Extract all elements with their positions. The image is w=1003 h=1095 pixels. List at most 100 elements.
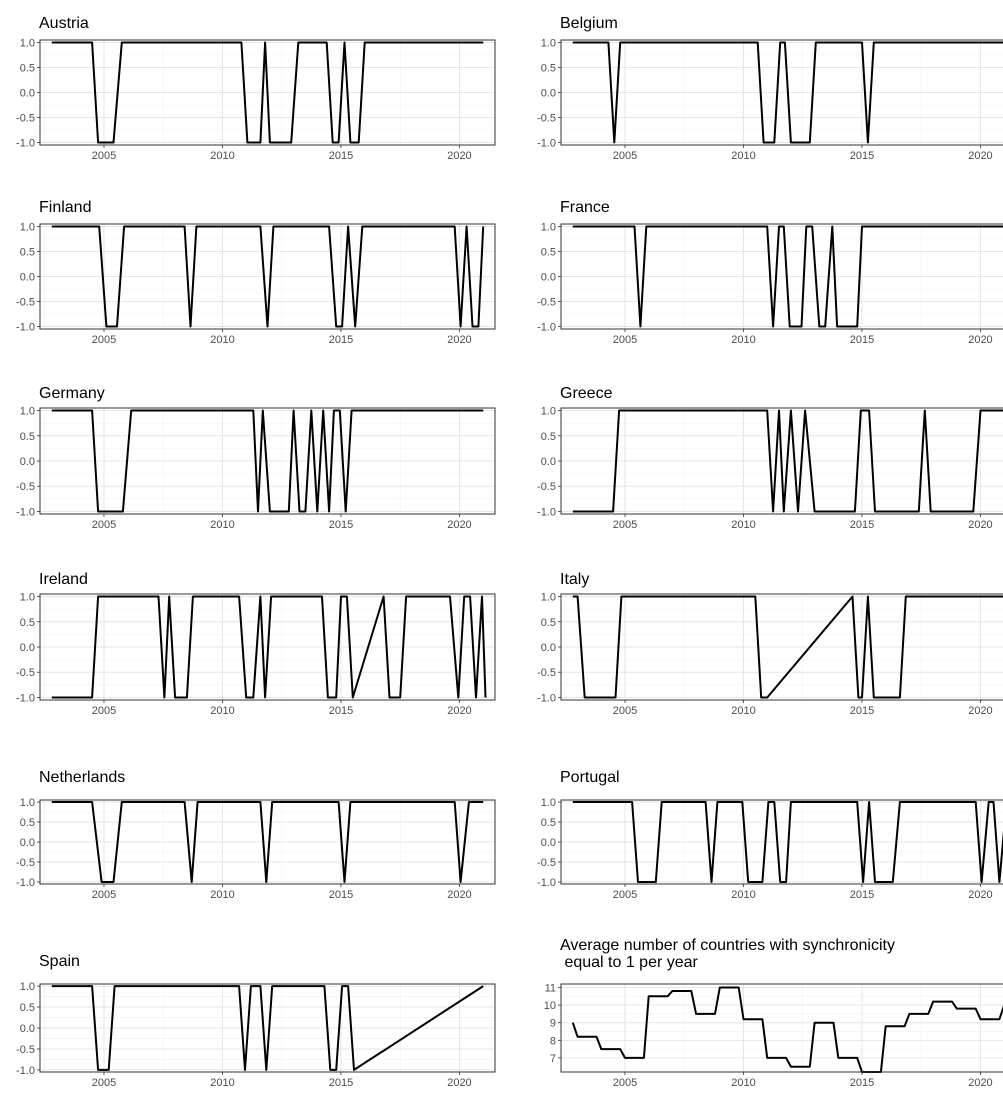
x-tick-label: 2005 (613, 519, 637, 531)
y-tick-label: -0.5 (537, 113, 556, 125)
panel-border (39, 223, 496, 330)
y-tick-label: 0.0 (20, 1023, 35, 1035)
x-tick-label: 2005 (92, 1077, 116, 1089)
panel-france: France 1.0 0.5 0.0 -0.5 -1.0 2005 2010 2015 2020 (537, 199, 1003, 346)
x-tick-label: 2020 (447, 889, 471, 901)
x-tick-label: 2005 (613, 334, 637, 346)
y-tick-label: 0.5 (541, 247, 556, 259)
chart-title: Belgium (560, 15, 618, 32)
y-tick-label: -0.5 (16, 857, 35, 869)
y-tick-label: 0.0 (20, 837, 35, 849)
series-line (572, 595, 1003, 699)
y-tick-label: 1.0 (541, 406, 556, 418)
panel-italy: Italy 1.0 0.5 0.0 -0.5 -1.0 2005 2010 2015 2020 (537, 571, 1003, 717)
x-tick-label: 2005 (613, 1077, 637, 1089)
y-tick-label: 0.0 (20, 88, 35, 100)
series-line (51, 595, 487, 699)
panel-border (39, 407, 496, 515)
chart-title: Greece (560, 385, 613, 402)
chart-title: Netherlands (39, 769, 125, 786)
panel-border (39, 983, 496, 1073)
panel-border (39, 39, 496, 146)
series-line (51, 225, 485, 328)
y-tick-label: -1.0 (537, 138, 556, 150)
y-tick-label: 1.0 (541, 592, 556, 604)
chart-title: Average number of countries with synchro… (560, 937, 895, 971)
y-tick-label: 1.0 (20, 981, 35, 993)
y-tick-label: -1.0 (16, 692, 35, 704)
y-tick-label: -0.5 (16, 113, 35, 125)
chart-title-line: equal to 1 per year (560, 954, 699, 971)
x-tick-label: 2005 (92, 519, 116, 531)
chart-title-line: Average number of countries with synchro… (560, 937, 895, 954)
panel-border (39, 593, 496, 701)
y-tick-label: 0.5 (541, 617, 556, 629)
y-tick-label: -0.5 (537, 297, 556, 309)
x-tick-label: 2020 (447, 1077, 471, 1089)
y-tick-label: 1.0 (20, 38, 35, 50)
series-line (572, 41, 1003, 144)
x-tick-label: 2010 (731, 150, 755, 162)
x-tick-label: 2010 (210, 889, 234, 901)
y-tick-label: -0.5 (16, 1044, 35, 1056)
x-tick-label: 2015 (850, 1077, 874, 1089)
y-tick-label: -0.5 (16, 667, 35, 679)
x-tick-label: 2020 (447, 705, 471, 717)
x-tick-label: 2020 (968, 705, 992, 717)
panel-ireland: Ireland 1.0 0.5 0.0 -0.5 -1.0 2005 2010 2015 2020 (16, 571, 496, 717)
x-tick-label: 2015 (850, 705, 874, 717)
x-tick-label: 2015 (329, 705, 353, 717)
series-line (572, 225, 1003, 328)
y-tick-label: 0.0 (20, 642, 35, 654)
x-tick-label: 2015 (329, 334, 353, 346)
y-tick-label: 0.5 (20, 63, 35, 75)
y-tick-label: 0.0 (20, 456, 35, 468)
x-tick-label: 2015 (850, 519, 874, 531)
y-tick-label: 1.0 (20, 797, 35, 809)
y-tick-label: -1.0 (537, 692, 556, 704)
y-tick-label: 0.0 (541, 456, 556, 468)
y-tick-label: 1.0 (20, 222, 35, 234)
panel-netherlands: Netherlands 1.0 0.5 0.0 -0.5 -1.0 2005 2010 2015… (16, 769, 496, 901)
y-tick-label: 0.5 (20, 817, 35, 829)
x-tick-label: 2010 (731, 519, 755, 531)
panel-germany: Germany 1.0 0.5 0.0 -0.5 -1.0 2005 2010 2015 2020 (16, 385, 496, 531)
x-tick-label: 2010 (210, 705, 234, 717)
x-tick-label: 2010 (731, 1077, 755, 1089)
y-tick-label: 1.0 (20, 592, 35, 604)
y-tick-label: -0.5 (537, 481, 556, 493)
panel-belgium: Belgium 1.0 0.5 0.0 -0.5 -1.0 2005 2010 2015 2020 (537, 15, 1003, 162)
x-tick-label: 2005 (92, 334, 116, 346)
panel-border (560, 39, 1003, 146)
y-tick-label: -1.0 (537, 506, 556, 518)
y-tick-label: 1.0 (20, 406, 35, 418)
y-tick-label: -0.5 (537, 667, 556, 679)
panel-austria: Austria 1.0 0.5 0.0 -0.5 -1.0 2005 2010 2015 2020 (16, 15, 496, 162)
x-tick-label: 2010 (731, 705, 755, 717)
x-tick-label: 2020 (447, 334, 471, 346)
chart-title: Germany (39, 385, 105, 402)
panel-finland: Finland 1.0 0.5 0.0 -0.5 -1.0 2005 2010 2015 2020 (16, 199, 496, 346)
x-tick-label: 2015 (329, 1077, 353, 1089)
y-tick-label: 0.5 (541, 431, 556, 443)
series-line (571, 986, 1003, 1073)
panel-average-number-of-countries-with-synchronicity: Average number of countries with synchro… (544, 937, 1003, 1089)
y-tick-label: 11 (545, 983, 556, 995)
y-tick-label: 0.5 (20, 617, 35, 629)
y-tick-label: 7 (550, 1053, 556, 1065)
x-tick-label: 2020 (968, 334, 992, 346)
y-tick-label: -1.0 (16, 322, 35, 334)
series-line (572, 801, 1003, 883)
series-line (51, 801, 484, 883)
x-tick-label: 2005 (613, 150, 637, 162)
panel-greece: Greece 1.0 0.5 0.0 -0.5 -1.0 2005 2010 2015 2020 (537, 385, 1003, 531)
y-tick-label: -0.5 (16, 297, 35, 309)
y-tick-label: 0.5 (20, 1002, 35, 1014)
panel-border (560, 593, 1003, 701)
y-tick-label: 10 (544, 1000, 556, 1012)
x-tick-label: 2015 (329, 150, 353, 162)
y-tick-label: 0.5 (20, 247, 35, 259)
x-tick-label: 2010 (210, 519, 234, 531)
y-tick-label: 9 (550, 1018, 556, 1030)
